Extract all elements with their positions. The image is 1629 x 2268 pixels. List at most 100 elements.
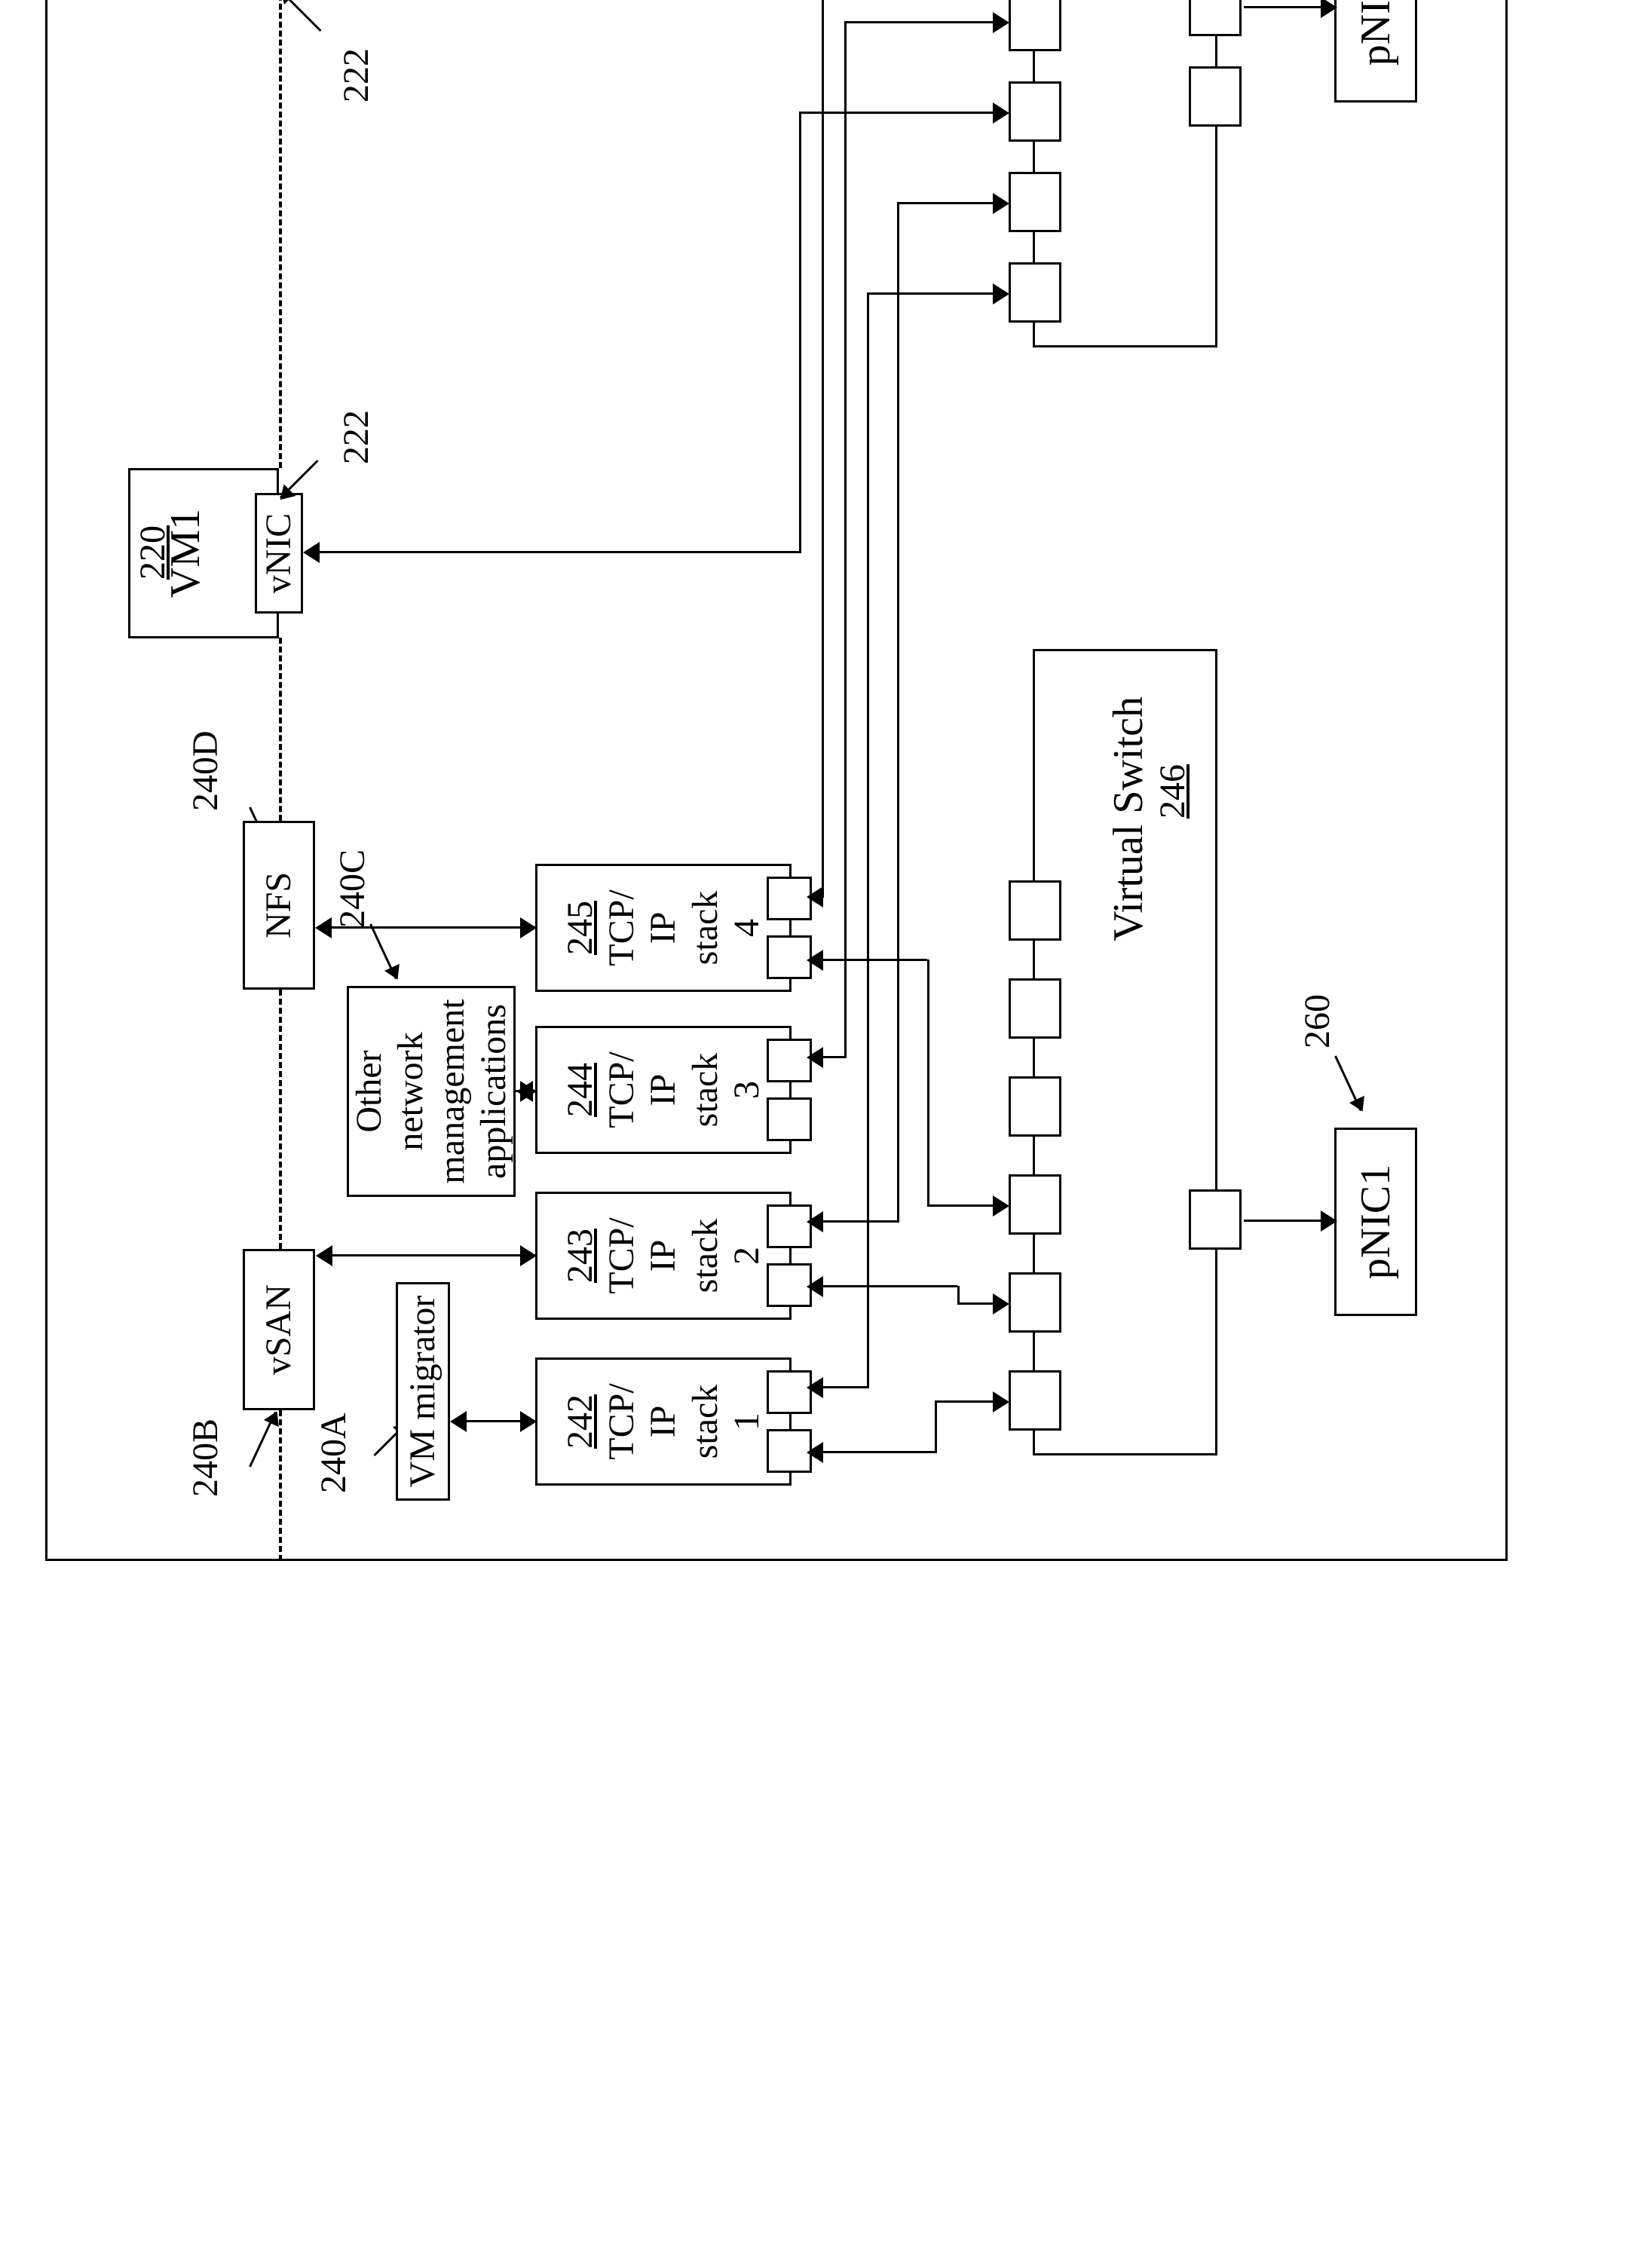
ah: [807, 1211, 823, 1232]
vs1-ref: 246: [1152, 764, 1193, 819]
edge: [844, 23, 847, 1058]
vsan: vSAN: [243, 1249, 315, 1410]
ah: [1321, 1211, 1337, 1232]
pnic1-ref: 260: [1297, 994, 1338, 1048]
ah: [303, 542, 320, 563]
stack3-l2: stack: [684, 1053, 726, 1128]
user-kernel-line: [279, 990, 282, 1249]
edge: [814, 1220, 897, 1223]
stack3-ref: 244: [559, 1063, 601, 1117]
edge: [814, 1285, 957, 1287]
vm-migrator-ref: 240A: [313, 1413, 354, 1493]
ah: [1321, 0, 1337, 18]
stack1-port-b: [767, 1370, 812, 1414]
stack3-port-b: [767, 1039, 812, 1082]
other-mgmt-label: Other network management applications: [348, 999, 515, 1183]
stack4-ref: 245: [559, 901, 601, 955]
nfs: NFS: [243, 821, 315, 990]
ah: [993, 1195, 1009, 1217]
stack3-l0: TCP/: [601, 1051, 642, 1128]
vm2-vnic-ref: 222: [335, 48, 377, 103]
ah: [993, 1391, 1009, 1413]
stack4-l0: TCP/: [601, 889, 642, 966]
vm-migrator-label: VM migrator: [402, 1296, 443, 1488]
user-kernel-line: [279, 638, 282, 821]
stack3-port-a: [767, 1097, 812, 1141]
stack2-port-a: [767, 1263, 812, 1307]
vs1-tport-4: [1009, 1076, 1061, 1137]
stack1-ref: 242: [559, 1394, 601, 1449]
stack4-l1: IP: [642, 912, 684, 944]
tcpip-stack-1: 242 TCP/ IP stack 1: [535, 1357, 792, 1486]
ah: [807, 886, 823, 908]
vm1-vnic-label: vNIC: [258, 513, 299, 594]
ah: [993, 103, 1009, 124]
vs2-tport-1: [1009, 262, 1061, 323]
edge: [867, 292, 1006, 295]
edge: [329, 1254, 535, 1256]
ah: [807, 1276, 823, 1297]
vs1-tport-2: [1009, 1272, 1061, 1333]
vsan-ref: 240B: [185, 1419, 226, 1497]
tcpip-stack-3: 244 TCP/ IP stack 3: [535, 1026, 792, 1154]
stack2-l1: IP: [642, 1240, 684, 1272]
vm1-vnic: vNIC: [255, 493, 303, 614]
ah: [807, 950, 823, 971]
edge: [814, 1451, 935, 1453]
vs1-tport-1: [1009, 1370, 1061, 1431]
stack1-l3: 1: [726, 1413, 767, 1431]
vm-migrator: VM migrator: [396, 1282, 450, 1501]
tcpip-stack-2: 243 TCP/ IP stack 2: [535, 1192, 792, 1320]
pnic2: pNIC2: [1334, 0, 1417, 103]
ah: [993, 1293, 1009, 1315]
vs1-tport-5: [1009, 978, 1061, 1039]
vm1-vnic-ref: 222: [335, 410, 377, 464]
ah: [520, 1081, 537, 1102]
vs2-tport-2: [1009, 172, 1061, 232]
stack3-l1: IP: [642, 1074, 684, 1106]
vs1-tport-6: [1009, 880, 1061, 941]
vs1-tport-3: [1009, 1174, 1061, 1235]
pnic1: pNIC1: [1334, 1128, 1417, 1316]
edge: [897, 204, 899, 1223]
edge: [935, 1403, 937, 1453]
ah: [520, 917, 537, 938]
nfs-ref: 240D: [185, 730, 226, 811]
vs2-bport-2: [1189, 0, 1242, 36]
edge: [317, 551, 799, 553]
ah: [993, 193, 1009, 214]
stack4-port-a: [767, 935, 812, 979]
user-kernel-line: [279, 0, 282, 468]
ah: [520, 1411, 537, 1432]
edge: [822, 0, 824, 898]
stack4-l2: stack: [684, 891, 726, 966]
other-mgmt-ref: 240C: [332, 849, 373, 928]
edge: [844, 21, 1006, 23]
edge: [897, 202, 1006, 204]
ah: [807, 1377, 823, 1398]
ah: [807, 1442, 823, 1463]
user-kernel-line: [279, 1410, 282, 1561]
other-mgmt: Other network management applications: [347, 986, 516, 1197]
virtual-switch-1: Virtual Switch 246: [1033, 649, 1217, 1455]
pnic1-label: pNIC1: [1352, 1165, 1400, 1279]
ah: [807, 1047, 823, 1068]
edge: [799, 112, 1006, 114]
stack2-l2: stack: [684, 1219, 726, 1293]
stack1-l0: TCP/: [601, 1383, 642, 1459]
vs1-bport-1: [1189, 1189, 1242, 1250]
stack3-l3: 3: [726, 1081, 767, 1099]
stack2-port-b: [767, 1204, 812, 1248]
vs1-label: Virtual Switch: [1104, 696, 1153, 941]
ah: [993, 283, 1009, 305]
virtual-switch-2: Virtual Switch 248: [1033, 0, 1217, 347]
stack1-l2: stack: [684, 1385, 726, 1459]
nfs-label: NFS: [258, 872, 299, 938]
edge: [927, 960, 929, 1207]
stack1-port-a: [767, 1429, 812, 1473]
stack4-port-b: [767, 877, 812, 920]
vm1-ref: 220: [132, 525, 173, 580]
ah: [520, 1245, 537, 1266]
edge: [814, 959, 927, 961]
tcpip-stack-4: 245 TCP/ IP stack 4: [535, 864, 792, 992]
